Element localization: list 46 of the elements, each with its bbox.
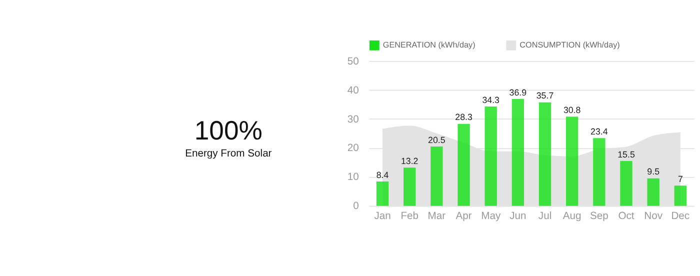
data-label: 36.9 [509, 87, 527, 98]
bar [620, 160, 632, 206]
data-label: 28.3 [455, 112, 472, 122]
x-tick-label: May [481, 210, 502, 222]
bar [538, 102, 552, 206]
y-tick-label: 10 [347, 172, 360, 184]
y-tick-label: 0 [353, 201, 360, 212]
x-tick-label: Mar [428, 210, 446, 222]
data-label: 20.5 [428, 134, 446, 145]
data-label: 15.5 [618, 149, 635, 160]
data-label: 8.4 [376, 170, 389, 180]
data-label: 34.3 [482, 94, 500, 105]
y-tick-label: 30 [347, 114, 360, 126]
y-tick-label: 40 [347, 85, 360, 96]
bar [376, 182, 389, 206]
text: Energy From Solar [185, 148, 272, 160]
legend-label: CONSUMPTION (kWh/day) [520, 40, 620, 50]
text: 100% [194, 115, 262, 146]
x-tick-label: Dec [671, 210, 690, 222]
bar [566, 116, 578, 206]
x-tick-label: Oct [618, 210, 634, 222]
data-label: 30.8 [563, 104, 581, 115]
legend-label: GENERATION (kWh/day) [382, 40, 476, 50]
bar [593, 138, 606, 206]
data-label: 35.7 [536, 90, 554, 101]
y-tick-label: 50 [347, 56, 360, 68]
x-tick-label: Jun [510, 210, 527, 222]
data-label: 7 [678, 174, 683, 184]
data-label: 23.4 [590, 126, 608, 136]
x-tick-label: Apr [456, 210, 472, 222]
bar [404, 168, 416, 206]
x-tick-label: Feb [400, 210, 419, 222]
data-label: 13.2 [400, 156, 418, 166]
bar [674, 186, 687, 206]
x-tick-label: Jul [538, 210, 552, 222]
bar [647, 178, 660, 206]
bar [430, 146, 443, 206]
bar [484, 106, 497, 206]
x-tick-label: Jan [374, 210, 392, 222]
x-tick-label: Sep [590, 210, 609, 222]
bar [512, 98, 524, 206]
x-tick-label: Nov [644, 210, 664, 222]
x-tick-label: Aug [562, 210, 582, 222]
y-tick-label: 20 [347, 143, 360, 154]
data-label: 9.5 [647, 166, 660, 177]
bar [458, 124, 470, 206]
